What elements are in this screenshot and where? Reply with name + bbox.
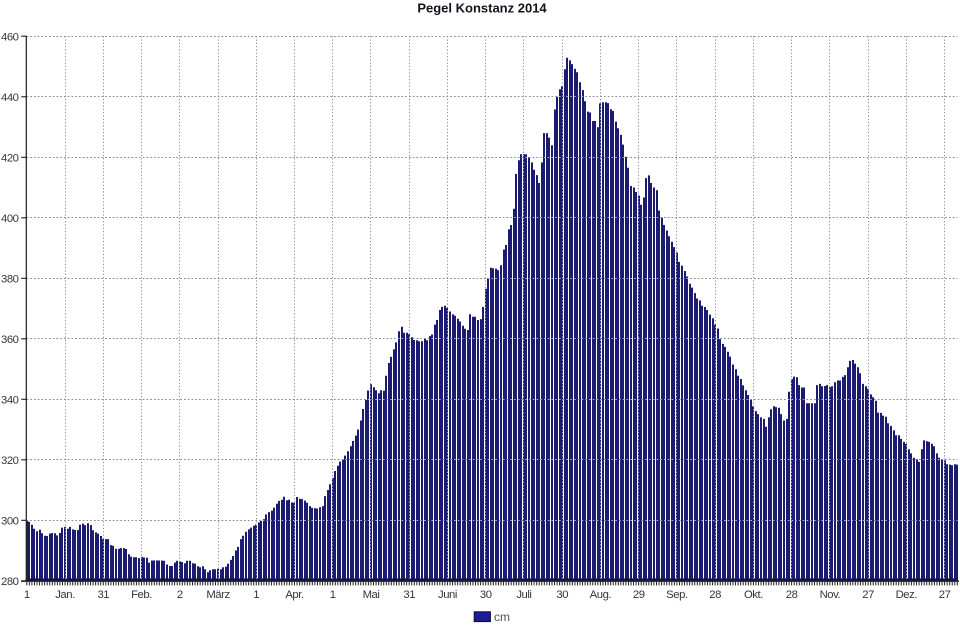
svg-text:Apr.: Apr.	[285, 589, 304, 601]
svg-text:280: 280	[1, 576, 19, 588]
svg-text:340: 340	[1, 395, 19, 407]
svg-text:29: 29	[633, 589, 645, 601]
svg-text:Juni: Juni	[438, 589, 457, 601]
svg-text:Nov.: Nov.	[820, 589, 841, 601]
svg-text:400: 400	[1, 213, 19, 225]
svg-text:2: 2	[177, 589, 183, 601]
svg-text:Okt.: Okt.	[744, 589, 763, 601]
svg-text:1: 1	[24, 589, 30, 601]
svg-text:27: 27	[939, 589, 951, 601]
svg-text:1: 1	[330, 589, 336, 601]
svg-text:300: 300	[1, 516, 19, 528]
svg-text:30: 30	[480, 589, 492, 601]
svg-text:1: 1	[253, 589, 259, 601]
svg-text:Mai: Mai	[363, 589, 380, 601]
svg-text:Sep.: Sep.	[666, 589, 688, 601]
svg-text:31: 31	[403, 589, 415, 601]
svg-text:360: 360	[1, 334, 19, 346]
svg-text:Jan.: Jan.	[55, 589, 75, 601]
svg-text:Feb.: Feb.	[131, 589, 152, 601]
svg-text:28: 28	[786, 589, 798, 601]
svg-text:420: 420	[1, 153, 19, 165]
svg-text:28: 28	[709, 589, 721, 601]
svg-text:320: 320	[1, 455, 19, 467]
svg-text:Dez.: Dez.	[896, 589, 918, 601]
svg-text:Pegel Konstanz 2014: Pegel Konstanz 2014	[417, 1, 547, 16]
svg-text:440: 440	[1, 92, 19, 104]
svg-text:460: 460	[1, 31, 19, 43]
svg-text:März: März	[206, 589, 230, 601]
svg-text:27: 27	[862, 589, 874, 601]
svg-text:30: 30	[556, 589, 568, 601]
svg-text:Juli: Juli	[516, 589, 531, 601]
svg-text:cm: cm	[494, 610, 510, 624]
svg-text:380: 380	[1, 274, 19, 286]
svg-text:Aug.: Aug.	[590, 589, 612, 601]
svg-text:31: 31	[97, 589, 109, 601]
